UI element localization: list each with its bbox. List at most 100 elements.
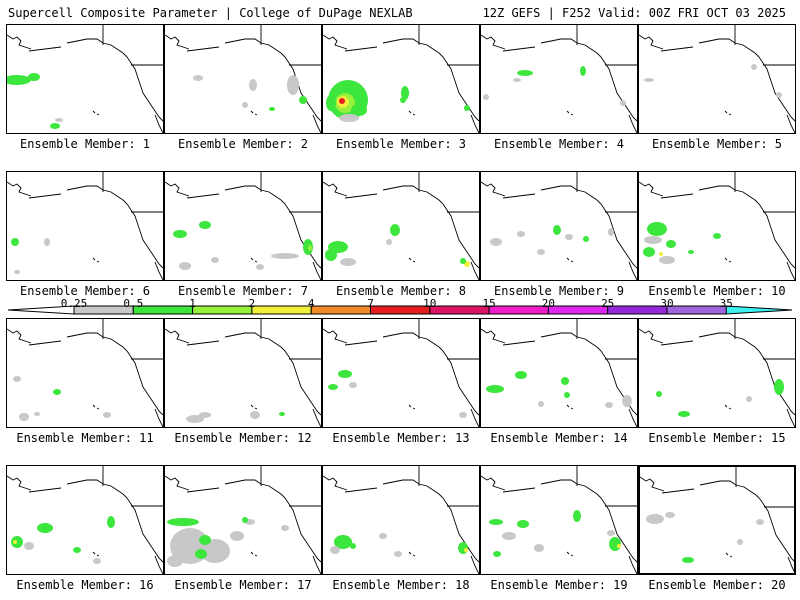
colorbar-tick-label: 30	[660, 297, 674, 310]
scp-contour-blob	[281, 525, 289, 531]
scp-contour-blob	[774, 379, 784, 395]
coastline	[540, 479, 598, 495]
color-scale-bar	[7, 305, 793, 315]
coastline	[502, 340, 536, 346]
scp-contour-blob	[665, 512, 675, 518]
scp-contour-blob	[351, 104, 367, 116]
scp-contour-blob	[303, 239, 313, 255]
member-map	[323, 466, 479, 574]
coastline	[698, 185, 756, 201]
coastline	[566, 551, 570, 555]
scp-contour-blob	[400, 97, 406, 103]
coastline	[725, 552, 729, 556]
ensemble-map-panel	[480, 171, 638, 281]
scp-contour-blob	[776, 92, 782, 98]
ensemble-map-panel	[164, 24, 322, 134]
colorbar-segment	[251, 305, 312, 315]
scp-contour-blob	[325, 249, 337, 261]
member-label: Ensemble Member: 2	[177, 137, 309, 151]
colorbar-segment	[192, 305, 253, 315]
coastline	[612, 374, 637, 416]
scp-contour-blob	[390, 224, 400, 236]
map-title: Supercell Composite Parameter | College …	[8, 6, 413, 20]
coastline	[296, 521, 321, 563]
scp-contour-blob	[167, 518, 199, 526]
scp-contour-blob	[401, 86, 409, 100]
coastline	[408, 551, 412, 555]
member-label: Ensemble Member: 3	[335, 137, 467, 151]
scp-contour-blob	[459, 412, 467, 418]
coastline	[165, 328, 190, 344]
scp-contour-blob	[249, 79, 257, 91]
ensemble-map-panel	[164, 171, 322, 281]
coastline	[728, 113, 732, 116]
scp-contour-blob	[28, 73, 40, 81]
ensemble-map-panel	[6, 171, 164, 281]
coastline	[698, 38, 756, 54]
scp-contour-blob	[622, 395, 632, 407]
coastline	[628, 114, 637, 133]
coastline	[224, 332, 282, 348]
scp-contour-blob	[643, 247, 655, 257]
scp-contour-blob	[647, 222, 667, 236]
scp-contour-blob	[605, 402, 613, 408]
scp-contour-blob	[666, 240, 676, 248]
member-map	[481, 466, 637, 574]
colorbar-tick-label: 15	[482, 297, 496, 310]
coastline	[770, 227, 795, 269]
colorbar-tick-label: 35	[719, 297, 733, 310]
scp-contour-blob	[646, 514, 664, 524]
coastline	[724, 257, 728, 261]
member-map	[165, 466, 321, 574]
member-label: Ensemble Member: 9	[493, 284, 625, 298]
scp-contour-blob	[608, 228, 614, 236]
scp-contour-blob	[14, 270, 20, 274]
coastline	[250, 551, 254, 555]
colorbar-tick-label: 4	[307, 297, 315, 310]
coastline	[92, 404, 96, 408]
member-map	[165, 319, 321, 427]
scp-contour-blob	[564, 392, 570, 398]
scp-contour-blob	[513, 78, 521, 82]
coastline	[570, 407, 574, 410]
scp-contour-blob	[534, 544, 544, 552]
member-label: Ensemble Member: 12	[174, 431, 312, 445]
coastline	[186, 487, 220, 493]
colorbar-tick-label: 1	[189, 297, 196, 310]
ensemble-map-panel	[164, 465, 322, 575]
scp-contour-blob	[460, 258, 466, 264]
member-map	[639, 25, 795, 133]
scp-contour-blob	[103, 412, 111, 418]
ensemble-map-panel	[480, 318, 638, 428]
member-label: Ensemble Member: 14	[490, 431, 628, 445]
scp-contour-blob	[464, 105, 470, 111]
scp-contour-blob	[53, 389, 61, 395]
scp-contour-blob	[483, 94, 489, 100]
scp-contour-blob	[517, 520, 529, 528]
member-label: Ensemble Member: 17	[174, 578, 312, 592]
scp-contour-blob	[93, 558, 101, 564]
coastline	[540, 332, 598, 348]
coastline	[344, 46, 378, 52]
coastline	[470, 408, 479, 427]
scp-contour-blob	[659, 252, 663, 256]
member-map	[323, 172, 479, 280]
coastline	[138, 80, 163, 122]
member-map	[481, 319, 637, 427]
scp-contour-blob	[644, 78, 654, 82]
scp-contour-blob	[299, 96, 307, 104]
coastline	[786, 408, 795, 427]
scp-contour-blob	[756, 519, 764, 525]
ensemble-map-panel	[6, 24, 164, 134]
coastline	[771, 522, 794, 562]
coastline	[66, 479, 124, 495]
member-map	[7, 172, 163, 280]
colorbar-segment	[488, 305, 549, 315]
scp-contour-blob	[186, 415, 204, 423]
scp-contour-blob	[279, 412, 285, 416]
coastline	[754, 52, 772, 82]
coastline	[481, 181, 506, 197]
coastline	[412, 260, 416, 263]
scp-contour-blob	[553, 225, 561, 235]
coastline	[28, 487, 62, 493]
